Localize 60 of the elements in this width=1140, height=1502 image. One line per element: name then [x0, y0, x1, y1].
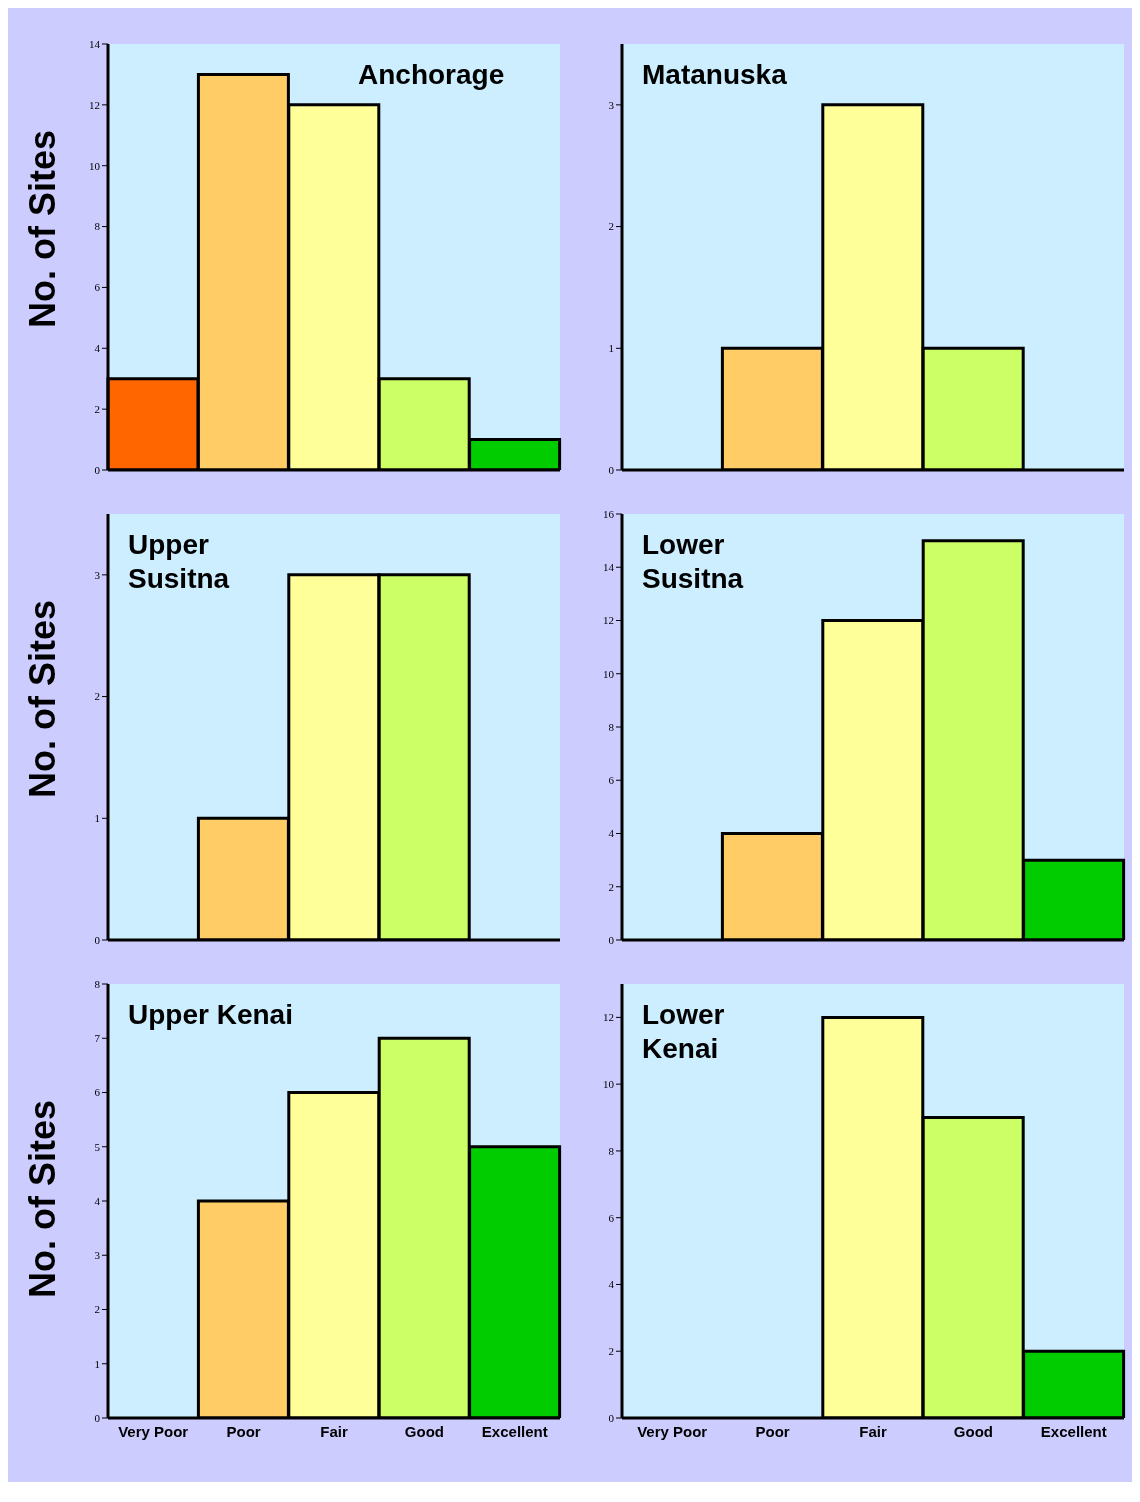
y-tick-label: 4: [94, 1194, 101, 1207]
y-tick-label: 14: [603, 561, 615, 574]
y-tick-label: 2: [608, 1345, 614, 1358]
y-tick-label: 6: [94, 281, 101, 294]
y-tick-label: 3: [94, 568, 101, 581]
text: Lower Susitna: [642, 528, 744, 596]
y-tick-label: 6: [608, 774, 615, 787]
text: Upper Kenai: [128, 998, 293, 1032]
y-tick-label: 10: [89, 159, 101, 172]
x-tick-label: Fair: [320, 1422, 348, 1440]
y-axis-title: No. of Sites: [22, 1099, 64, 1299]
y-tick-label: 8: [608, 1144, 615, 1157]
text: Anchorage: [358, 58, 505, 92]
y-tick-label: 0: [94, 933, 101, 946]
text: Matanuska: [642, 58, 787, 92]
y-tick-label: 0: [608, 1411, 615, 1424]
y-tick-label: 0: [608, 463, 615, 476]
y-tick-label: 4: [94, 342, 101, 355]
y-tick-label: 3: [608, 98, 615, 111]
y-tick-label: 6: [608, 1211, 615, 1224]
y-tick-label: 1: [608, 342, 614, 355]
text: Upper Susitna: [128, 528, 230, 596]
y-axis-title: No. of Sites: [22, 599, 64, 799]
x-tick-label: Excellent: [1040, 1422, 1107, 1440]
y-tick-label: 14: [89, 37, 101, 50]
x-tick-label: Good: [404, 1422, 444, 1440]
y-tick-label: 5: [94, 1140, 101, 1153]
y-tick-label: 2: [608, 220, 614, 233]
y-tick-label: 0: [608, 933, 615, 946]
y-tick-label: 8: [608, 720, 615, 733]
y-tick-label: 10: [603, 667, 615, 680]
y-tick-label: 1: [94, 1357, 100, 1370]
x-tick-label: Excellent: [481, 1422, 548, 1440]
y-tick-label: 4: [608, 1278, 615, 1291]
y-tick-label: 1: [94, 812, 100, 825]
y-tick-label: 6: [94, 1086, 101, 1099]
y-tick-label: 2: [94, 403, 100, 416]
y-tick-label: 7: [94, 1032, 101, 1045]
x-tick-label: Very Poor: [118, 1422, 189, 1440]
text: Lower Kenai: [642, 998, 725, 1066]
x-tick-label: Poor: [226, 1422, 261, 1440]
y-axis-title: No. of Sites: [22, 129, 64, 329]
y-tick-label: 3: [94, 1249, 101, 1262]
y-tick-label: 2: [94, 690, 100, 703]
x-tick-label: Poor: [755, 1422, 790, 1440]
y-tick-label: 16: [603, 507, 615, 520]
y-tick-label: 4: [608, 827, 615, 840]
y-tick-label: 12: [603, 1011, 614, 1024]
x-tick-label: Fair: [859, 1422, 887, 1440]
y-tick-label: 12: [603, 614, 614, 627]
y-tick-label: 8: [94, 977, 101, 990]
x-tick-label: Good: [953, 1422, 993, 1440]
y-tick-label: 10: [603, 1078, 615, 1091]
x-tick-label: Very Poor: [637, 1422, 708, 1440]
y-tick-label: 12: [89, 98, 100, 111]
y-tick-label: 0: [94, 1411, 101, 1424]
y-tick-label: 0: [94, 463, 101, 476]
y-tick-label: 2: [608, 880, 614, 893]
y-tick-label: 2: [94, 1303, 100, 1316]
y-tick-label: 8: [94, 220, 101, 233]
